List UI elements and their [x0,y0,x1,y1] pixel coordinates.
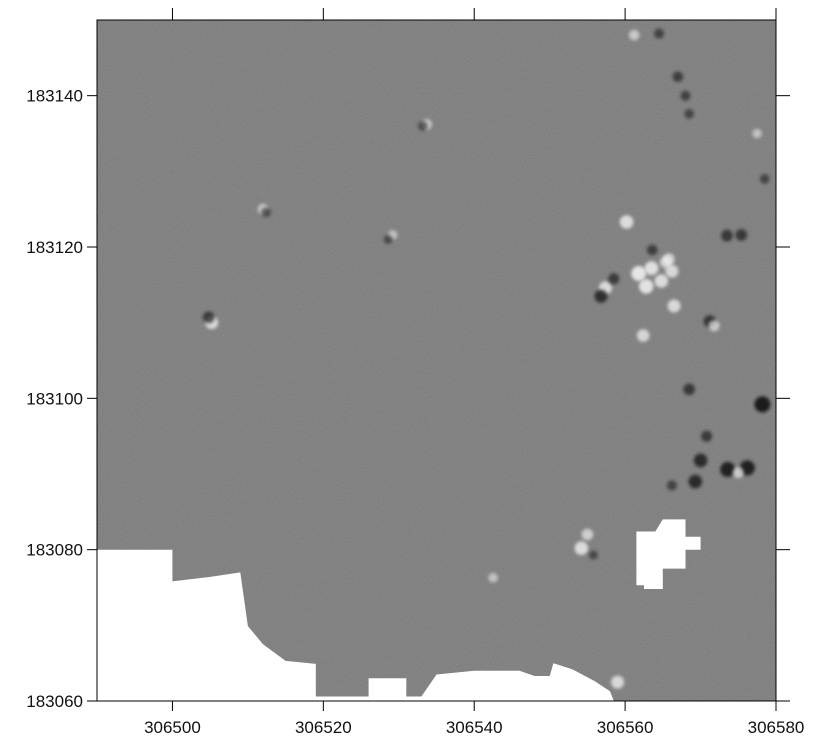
no-data-region-1 [97,549,614,701]
anomaly-bright-2 [644,261,659,276]
x-tick-label: 306580 [748,718,805,737]
anomaly-bright-7 [636,329,650,342]
x-tick-label: 306500 [144,718,201,737]
anomaly-dark-24 [683,383,695,396]
anomaly-dark-45 [759,174,770,184]
anomaly-dark-11 [647,244,658,256]
y-tick-label: 183140 [26,87,83,106]
anomaly-dark-33 [261,207,271,217]
x-tick-label: 306520 [295,718,352,737]
anomaly-dark-35 [418,121,428,131]
anomaly-dark-41 [672,71,684,83]
anomaly-dark-43 [684,109,694,119]
anomaly-bright-1 [638,279,654,294]
anomaly-bright-39 [628,29,640,41]
anomaly-dark-23 [701,430,713,442]
y-tick-label: 183100 [26,389,83,408]
anomaly-dark-15 [588,550,598,560]
x-tick-label: 306540 [446,718,503,737]
anomaly-dark-31 [202,311,215,324]
anomaly-dark-37 [383,234,393,244]
anomaly-bright-26 [708,320,720,332]
anomaly-bright-4 [665,264,679,278]
map-frame [96,19,777,702]
anomaly-bright-14 [574,541,589,555]
anomaly-bright-29 [659,256,672,269]
x-tick-label: 306560 [597,718,654,737]
anomaly-dark-27 [721,229,733,242]
anomaly-dark-9 [594,289,608,303]
y-axis: 183060 183080 183100 183120 183140 [26,87,790,711]
anomaly-dark-46 [666,480,677,491]
anomaly-dark-19 [720,462,736,477]
anomaly-bright-0 [631,266,647,281]
anomaly-bright-5 [667,299,681,313]
anomaly-dark-40 [654,28,665,39]
no-data-region-2 [636,519,701,589]
anomaly-layer [202,28,771,689]
anomaly-dark-21 [693,453,708,468]
anomaly-bright-20 [732,467,744,478]
no-data-layer [97,519,701,701]
anomaly-bright-3 [654,274,669,288]
anomaly-dark-17 [754,396,771,413]
anomaly-dark-28 [735,229,748,241]
anomaly-dark-22 [688,474,703,489]
anomaly-dark-10 [608,273,620,285]
x-axis: 306500 306520 306540 306560 306580 [144,8,804,737]
anomaly-bright-16 [611,675,625,689]
y-tick-label: 183120 [26,238,83,257]
anomaly-bright-44 [752,128,762,139]
anomaly-bright-38 [488,572,498,583]
y-tick-label: 183080 [26,541,83,560]
y-tick-label: 183060 [26,692,83,711]
anomaly-bright-6 [619,215,634,229]
anomaly-bright-13 [581,528,594,541]
anomaly-dark-42 [680,90,691,101]
